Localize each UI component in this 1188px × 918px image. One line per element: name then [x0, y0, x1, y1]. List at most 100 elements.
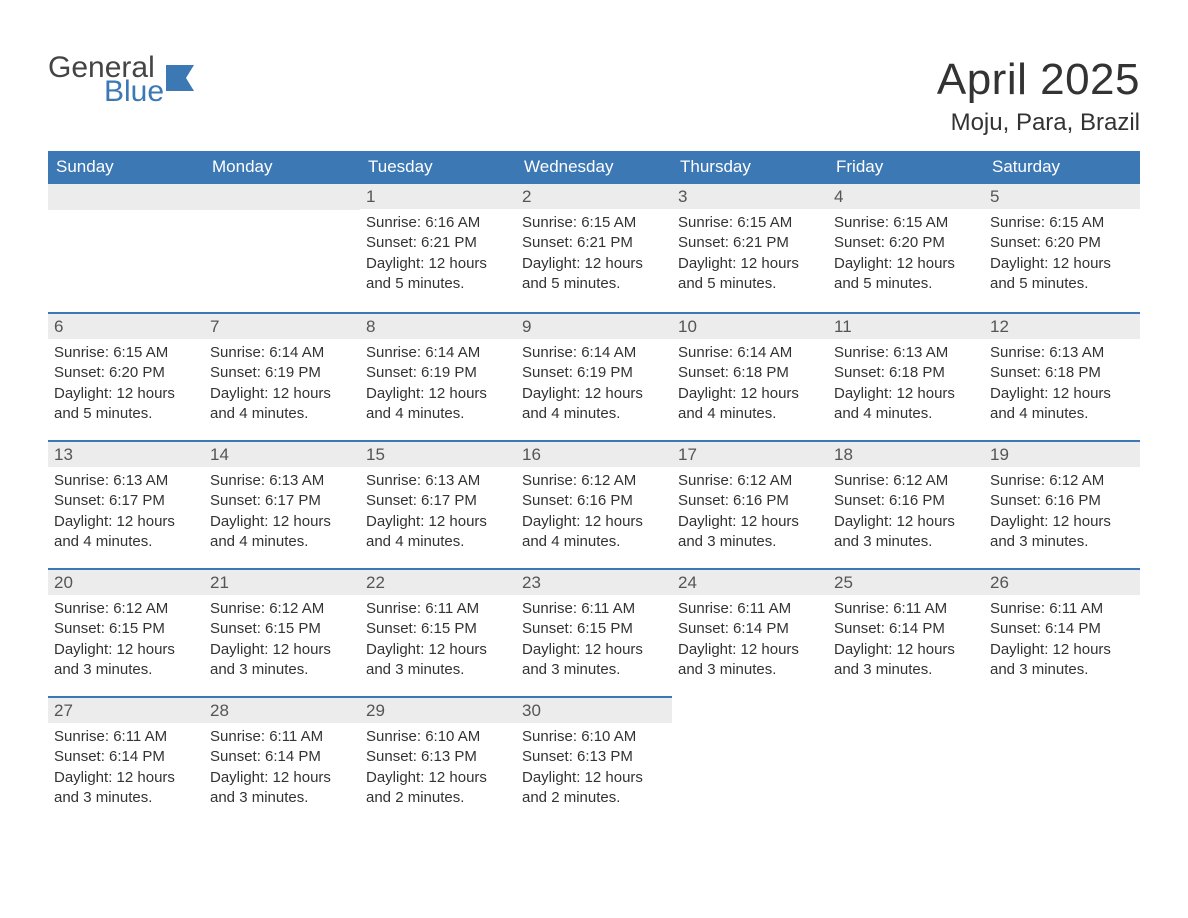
calendar-day [204, 184, 360, 312]
day-body: Sunrise: 6:12 AMSunset: 6:16 PMDaylight:… [672, 467, 828, 558]
day-number-row: 10 [672, 312, 828, 339]
day-sunset: Sunset: 6:18 PM [990, 363, 1134, 383]
day-dl1: Daylight: 12 hours [210, 512, 354, 532]
logo: General Blue [48, 55, 200, 104]
day-dl2: and 3 minutes. [210, 788, 354, 808]
day-body: Sunrise: 6:11 AMSunset: 6:14 PMDaylight:… [984, 595, 1140, 686]
calendar-day: 7Sunrise: 6:14 AMSunset: 6:19 PMDaylight… [204, 312, 360, 440]
day-sunset: Sunset: 6:15 PM [54, 619, 198, 639]
day-body: Sunrise: 6:15 AMSunset: 6:21 PMDaylight:… [516, 209, 672, 300]
day-sunset: Sunset: 6:19 PM [210, 363, 354, 383]
weekday-row: SundayMondayTuesdayWednesdayThursdayFrid… [48, 151, 1140, 184]
day-body: Sunrise: 6:14 AMSunset: 6:19 PMDaylight:… [204, 339, 360, 430]
calendar-day: 24Sunrise: 6:11 AMSunset: 6:14 PMDayligh… [672, 568, 828, 696]
day-dl1: Daylight: 12 hours [522, 768, 666, 788]
day-number: 29 [366, 701, 385, 720]
day-number-row: 3 [672, 184, 828, 209]
calendar-day: 30Sunrise: 6:10 AMSunset: 6:13 PMDayligh… [516, 696, 672, 824]
calendar-day: 2 Sunrise: 6:15 AMSunset: 6:21 PMDaylight… [516, 184, 672, 312]
day-number-row: 27 [48, 696, 204, 723]
day-number-row: 13 [48, 440, 204, 467]
day-sunrise: Sunrise: 6:13 AM [54, 471, 198, 491]
day-dl2: and 4 minutes. [678, 404, 822, 424]
calendar-week: 27 Sunrise: 6:11 AMSunset: 6:14 PM Dayligh… [48, 696, 1140, 824]
day-number-row: 5 [984, 184, 1140, 209]
logo-line2: Blue [48, 79, 164, 105]
day-dl1: Daylight: 12 hours [54, 384, 198, 404]
day-number-row [204, 184, 360, 210]
day-number: 14 [210, 445, 229, 464]
day-sunrise: Sunrise: 6:12 AM [54, 599, 198, 619]
day-number: 27 [54, 701, 73, 720]
day-dl2: and 5 minutes. [366, 274, 510, 294]
day-dl1: Daylight: 12 hours [522, 512, 666, 532]
day-dl2: and 5 minutes. [522, 274, 666, 294]
day-body: Sunrise: 6:14 AMSunset: 6:18 PMDaylight:… [672, 339, 828, 430]
day-body: Sunrise: 6:11 AMSunset: 6:15 PMDaylight:… [360, 595, 516, 686]
day-sunrise: Sunrise: 6:11 AM [54, 727, 198, 747]
day-body: Sunrise: 6:15 AMSunset: 6:21 PMDaylight:… [672, 209, 828, 300]
header: General Blue April 2025 Moju, Para, Braz… [48, 55, 1140, 137]
day-sunrise: Sunrise: 6:11 AM [366, 599, 510, 619]
day-sunset: Sunset: 6:21 PM [366, 233, 510, 253]
day-dl2: and 3 minutes. [366, 660, 510, 680]
day-dl1: Daylight: 12 hours [678, 512, 822, 532]
day-body: Sunrise: 6:13 AMSunset: 6:17 PMDaylight:… [360, 467, 516, 558]
day-sunrise: Sunrise: 6:15 AM [522, 213, 666, 233]
day-number-row: 26 [984, 568, 1140, 595]
day-sunset: Sunset: 6:18 PM [678, 363, 822, 383]
day-sunset: Sunset: 6:15 PM [522, 619, 666, 639]
flag-icon [166, 65, 200, 97]
day-dl2: and 4 minutes. [366, 404, 510, 424]
day-body: Sunrise: 6:12 AMSunset: 6:16 PMDaylight:… [984, 467, 1140, 558]
day-sunrise: Sunrise: 6:14 AM [366, 343, 510, 363]
day-sunrise: Sunrise: 6:10 AM [366, 727, 510, 747]
day-number-row: 22 [360, 568, 516, 595]
day-dl1: Daylight: 12 hours [990, 254, 1134, 274]
day-sunrise: Sunrise: 6:16 AM [366, 213, 510, 233]
day-number-row: 18 [828, 440, 984, 467]
calendar-day [828, 696, 984, 824]
day-number: 11 [834, 317, 852, 336]
day-sunset: Sunset: 6:20 PM [990, 233, 1134, 253]
day-sunset: Sunset: 6:18 PM [834, 363, 978, 383]
day-dl1: Daylight: 12 hours [834, 254, 978, 274]
day-dl2: and 4 minutes. [522, 532, 666, 552]
day-dl1: Daylight: 12 hours [366, 384, 510, 404]
day-number-row: 23 [516, 568, 672, 595]
day-sunrise: Sunrise: 6:11 AM [522, 599, 666, 619]
calendar-day: 28Sunrise: 6:11 AMSunset: 6:14 PMDayligh… [204, 696, 360, 824]
day-number: 26 [990, 573, 1009, 592]
day-number: 2 [522, 187, 531, 206]
day-sunset: Sunset: 6:21 PM [678, 233, 822, 253]
day-number: 23 [522, 573, 541, 592]
calendar-day [984, 696, 1140, 824]
day-dl1: Daylight: 12 hours [522, 384, 666, 404]
day-sunrise: Sunrise: 6:14 AM [522, 343, 666, 363]
day-dl2: and 3 minutes. [54, 660, 198, 680]
calendar-day: 11Sunrise: 6:13 AMSunset: 6:18 PMDayligh… [828, 312, 984, 440]
day-number: 3 [678, 187, 687, 206]
day-number: 28 [210, 701, 229, 720]
day-sunrise: Sunrise: 6:13 AM [834, 343, 978, 363]
calendar-day: 17Sunrise: 6:12 AMSunset: 6:16 PMDayligh… [672, 440, 828, 568]
calendar-day: 6Sunrise: 6:15 AMSunset: 6:20 PMDaylight… [48, 312, 204, 440]
day-sunrise: Sunrise: 6:12 AM [834, 471, 978, 491]
day-number: 15 [366, 445, 385, 464]
day-dl2: and 4 minutes. [990, 404, 1134, 424]
calendar-day: 23Sunrise: 6:11 AMSunset: 6:15 PMDayligh… [516, 568, 672, 696]
day-number-row: 30 [516, 696, 672, 723]
day-number-row: 19 [984, 440, 1140, 467]
calendar-week: 1Sunrise: 6:16 AMSunset: 6:21 PMDaylight… [48, 184, 1140, 312]
day-dl1: Daylight: 12 hours [366, 512, 510, 532]
day-number-row: 12 [984, 312, 1140, 339]
day-sunset: Sunset: 6:21 PM [522, 233, 666, 253]
calendar-day: 9Sunrise: 6:14 AMSunset: 6:19 PMDaylight… [516, 312, 672, 440]
day-sunrise: Sunrise: 6:14 AM [210, 343, 354, 363]
day-sunset: Sunset: 6:14 PM [54, 747, 198, 767]
page-subtitle: Moju, Para, Brazil [937, 109, 1140, 137]
day-number-row [48, 184, 204, 210]
day-dl2: and 3 minutes. [990, 532, 1134, 552]
title-block: April 2025 Moju, Para, Brazil [937, 55, 1140, 137]
day-dl2: and 4 minutes. [54, 532, 198, 552]
